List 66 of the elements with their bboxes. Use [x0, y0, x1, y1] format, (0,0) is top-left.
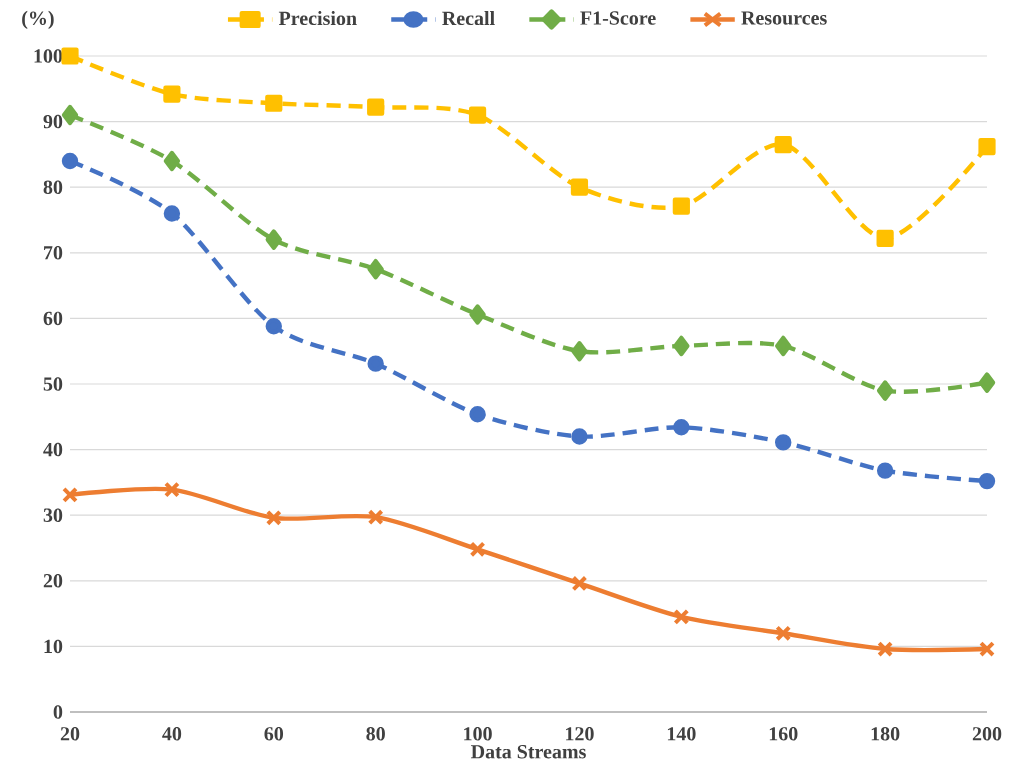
point — [876, 229, 894, 247]
point — [571, 428, 588, 445]
x-tick-label: 60 — [264, 727, 284, 741]
legend-label: F1-Score — [580, 11, 656, 25]
point — [367, 98, 385, 116]
x-tick-label: 100 — [464, 727, 492, 741]
x-tick-label: 200 — [972, 727, 1002, 741]
x-tick-label: 180 — [871, 727, 900, 741]
point — [367, 509, 384, 526]
y-tick-label: 60 — [43, 311, 63, 326]
point — [775, 625, 792, 642]
point — [163, 481, 180, 498]
point — [673, 419, 690, 436]
point — [367, 259, 384, 280]
y-tick-label: 70 — [44, 246, 63, 260]
point — [774, 135, 792, 154]
point — [163, 150, 181, 172]
point — [61, 47, 79, 65]
point — [775, 335, 792, 357]
x-tick-label: 120 — [566, 727, 594, 741]
point — [571, 341, 588, 362]
point — [469, 405, 486, 423]
point — [469, 541, 486, 558]
legend-label: Resources — [741, 11, 827, 25]
legend-label: Precision — [278, 11, 357, 26]
point — [978, 472, 996, 490]
x-tick-label: 40 — [162, 727, 182, 741]
point — [265, 318, 282, 335]
y-tick-label: 30 — [43, 508, 63, 522]
point — [61, 104, 79, 126]
point — [673, 335, 690, 357]
y-axis-title: (%) — [22, 10, 54, 29]
y-tick-label: 20 — [43, 574, 63, 588]
point — [876, 462, 894, 479]
point — [61, 152, 79, 170]
y-tick-label: 40 — [43, 442, 63, 457]
point — [469, 304, 486, 325]
point — [978, 372, 996, 393]
point — [367, 355, 384, 372]
point — [673, 608, 690, 625]
point — [978, 137, 996, 156]
point — [775, 434, 792, 451]
point — [876, 380, 894, 401]
y-tick-label: 90 — [43, 114, 63, 129]
legend-label: Recall — [442, 11, 495, 26]
point — [163, 205, 181, 222]
point — [163, 85, 181, 103]
x-tick-label: 160 — [769, 727, 798, 741]
point — [265, 509, 282, 526]
point — [62, 486, 78, 503]
point — [571, 575, 588, 592]
y-tick-label: 80 — [43, 180, 63, 194]
x-axis-title: Data Streams — [470, 745, 586, 759]
y-tick-label: 10 — [44, 639, 63, 654]
point — [672, 197, 690, 215]
point — [468, 106, 487, 124]
y-tick-label: 50 — [43, 377, 63, 391]
x-tick-label: 140 — [667, 727, 696, 741]
point — [877, 641, 894, 657]
x-tick-label: 20 — [60, 727, 80, 741]
point — [570, 178, 589, 196]
point — [265, 229, 282, 250]
y-tick-label: 0 — [53, 705, 63, 719]
x-tick-label: 80 — [366, 727, 385, 741]
point — [979, 641, 995, 657]
point — [265, 94, 283, 112]
